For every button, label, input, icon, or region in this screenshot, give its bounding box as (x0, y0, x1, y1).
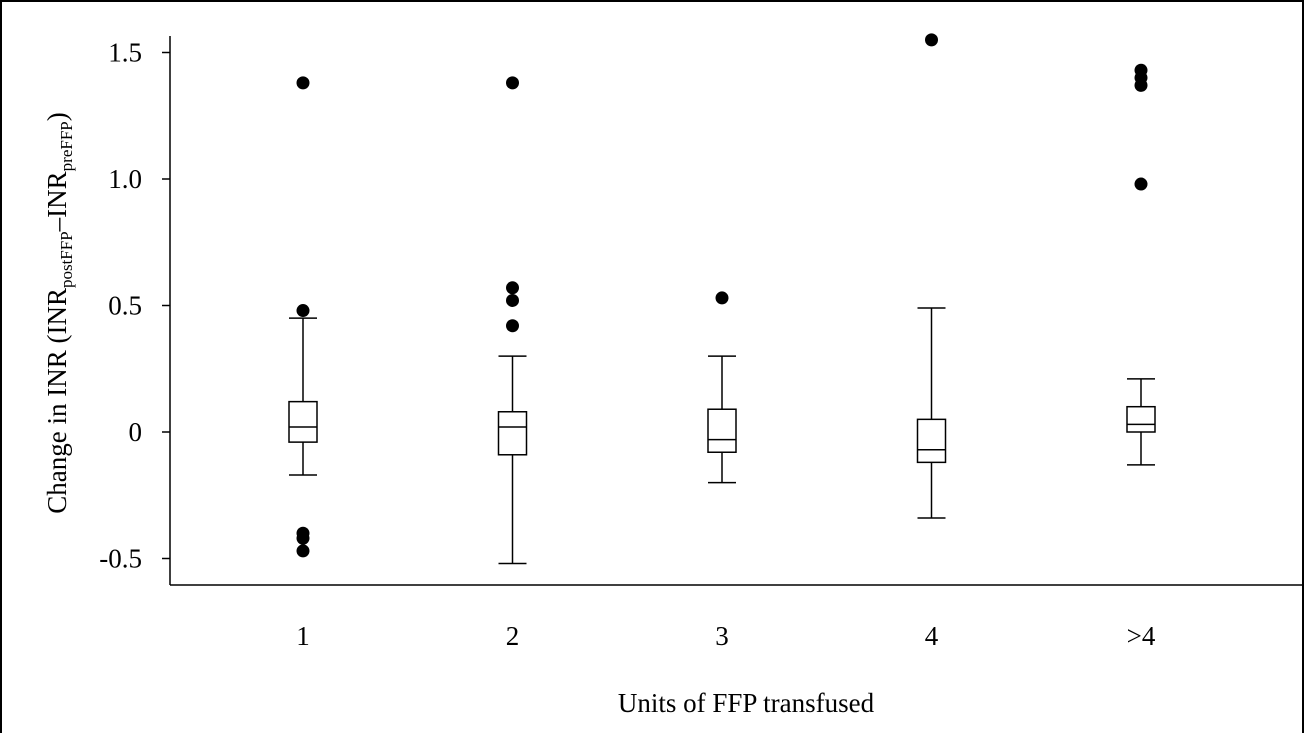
outlier-point (296, 76, 310, 90)
box-group (707, 291, 737, 484)
y-axis-title-mid: –INR (42, 171, 72, 232)
y-tick-label: -0.5 (99, 544, 142, 574)
axes (169, 36, 1304, 586)
y-axis-title-main: Change in INR (INR (42, 288, 72, 514)
x-tick-label: 1 (296, 621, 310, 651)
y-axis-title-sub1: postFFP (57, 231, 76, 288)
y-axis-title-end: ) (42, 112, 72, 121)
outlier-point (296, 531, 310, 545)
y-axis-title: Change in INR (INRpostFFP–INRpreFFP) (42, 112, 76, 514)
x-tick-label: >4 (1127, 621, 1156, 651)
iqr-box (916, 418, 947, 464)
y-ticks: 1.5 1.0 0.5 0 -0.5 (99, 38, 170, 574)
y-tick-label: 1.0 (108, 164, 142, 194)
iqr-box (497, 411, 528, 456)
outlier-point (296, 304, 310, 318)
iqr-box (707, 408, 737, 453)
outlier-point (506, 319, 519, 333)
box-group (497, 76, 528, 565)
x-tick-label: 4 (925, 621, 939, 651)
outlier-point (1134, 78, 1148, 92)
box-group (1126, 63, 1156, 466)
x-tick-labels: 1 2 3 4 >4 (296, 621, 1156, 651)
outlier-point (506, 76, 519, 90)
outlier-point (715, 291, 729, 305)
box-group (916, 33, 947, 519)
x-tick-label: 3 (715, 621, 729, 651)
outlier-point (506, 293, 519, 307)
iqr-box (288, 400, 318, 443)
boxes (288, 33, 1156, 565)
iqr-box (1126, 405, 1156, 433)
outlier-point (506, 281, 519, 295)
y-tick-label: 0 (129, 417, 143, 447)
y-tick-label: 0.5 (108, 291, 142, 321)
outlier-point (925, 33, 938, 47)
outlier-point (296, 544, 310, 558)
outlier-point (1134, 177, 1148, 191)
x-axis-title: Units of FFP transfused (618, 688, 875, 718)
y-tick-label: 1.5 (108, 38, 142, 68)
box-group (288, 76, 318, 558)
y-axis-title-sub2: preFFP (57, 121, 76, 171)
x-tick-label: 2 (506, 621, 520, 651)
